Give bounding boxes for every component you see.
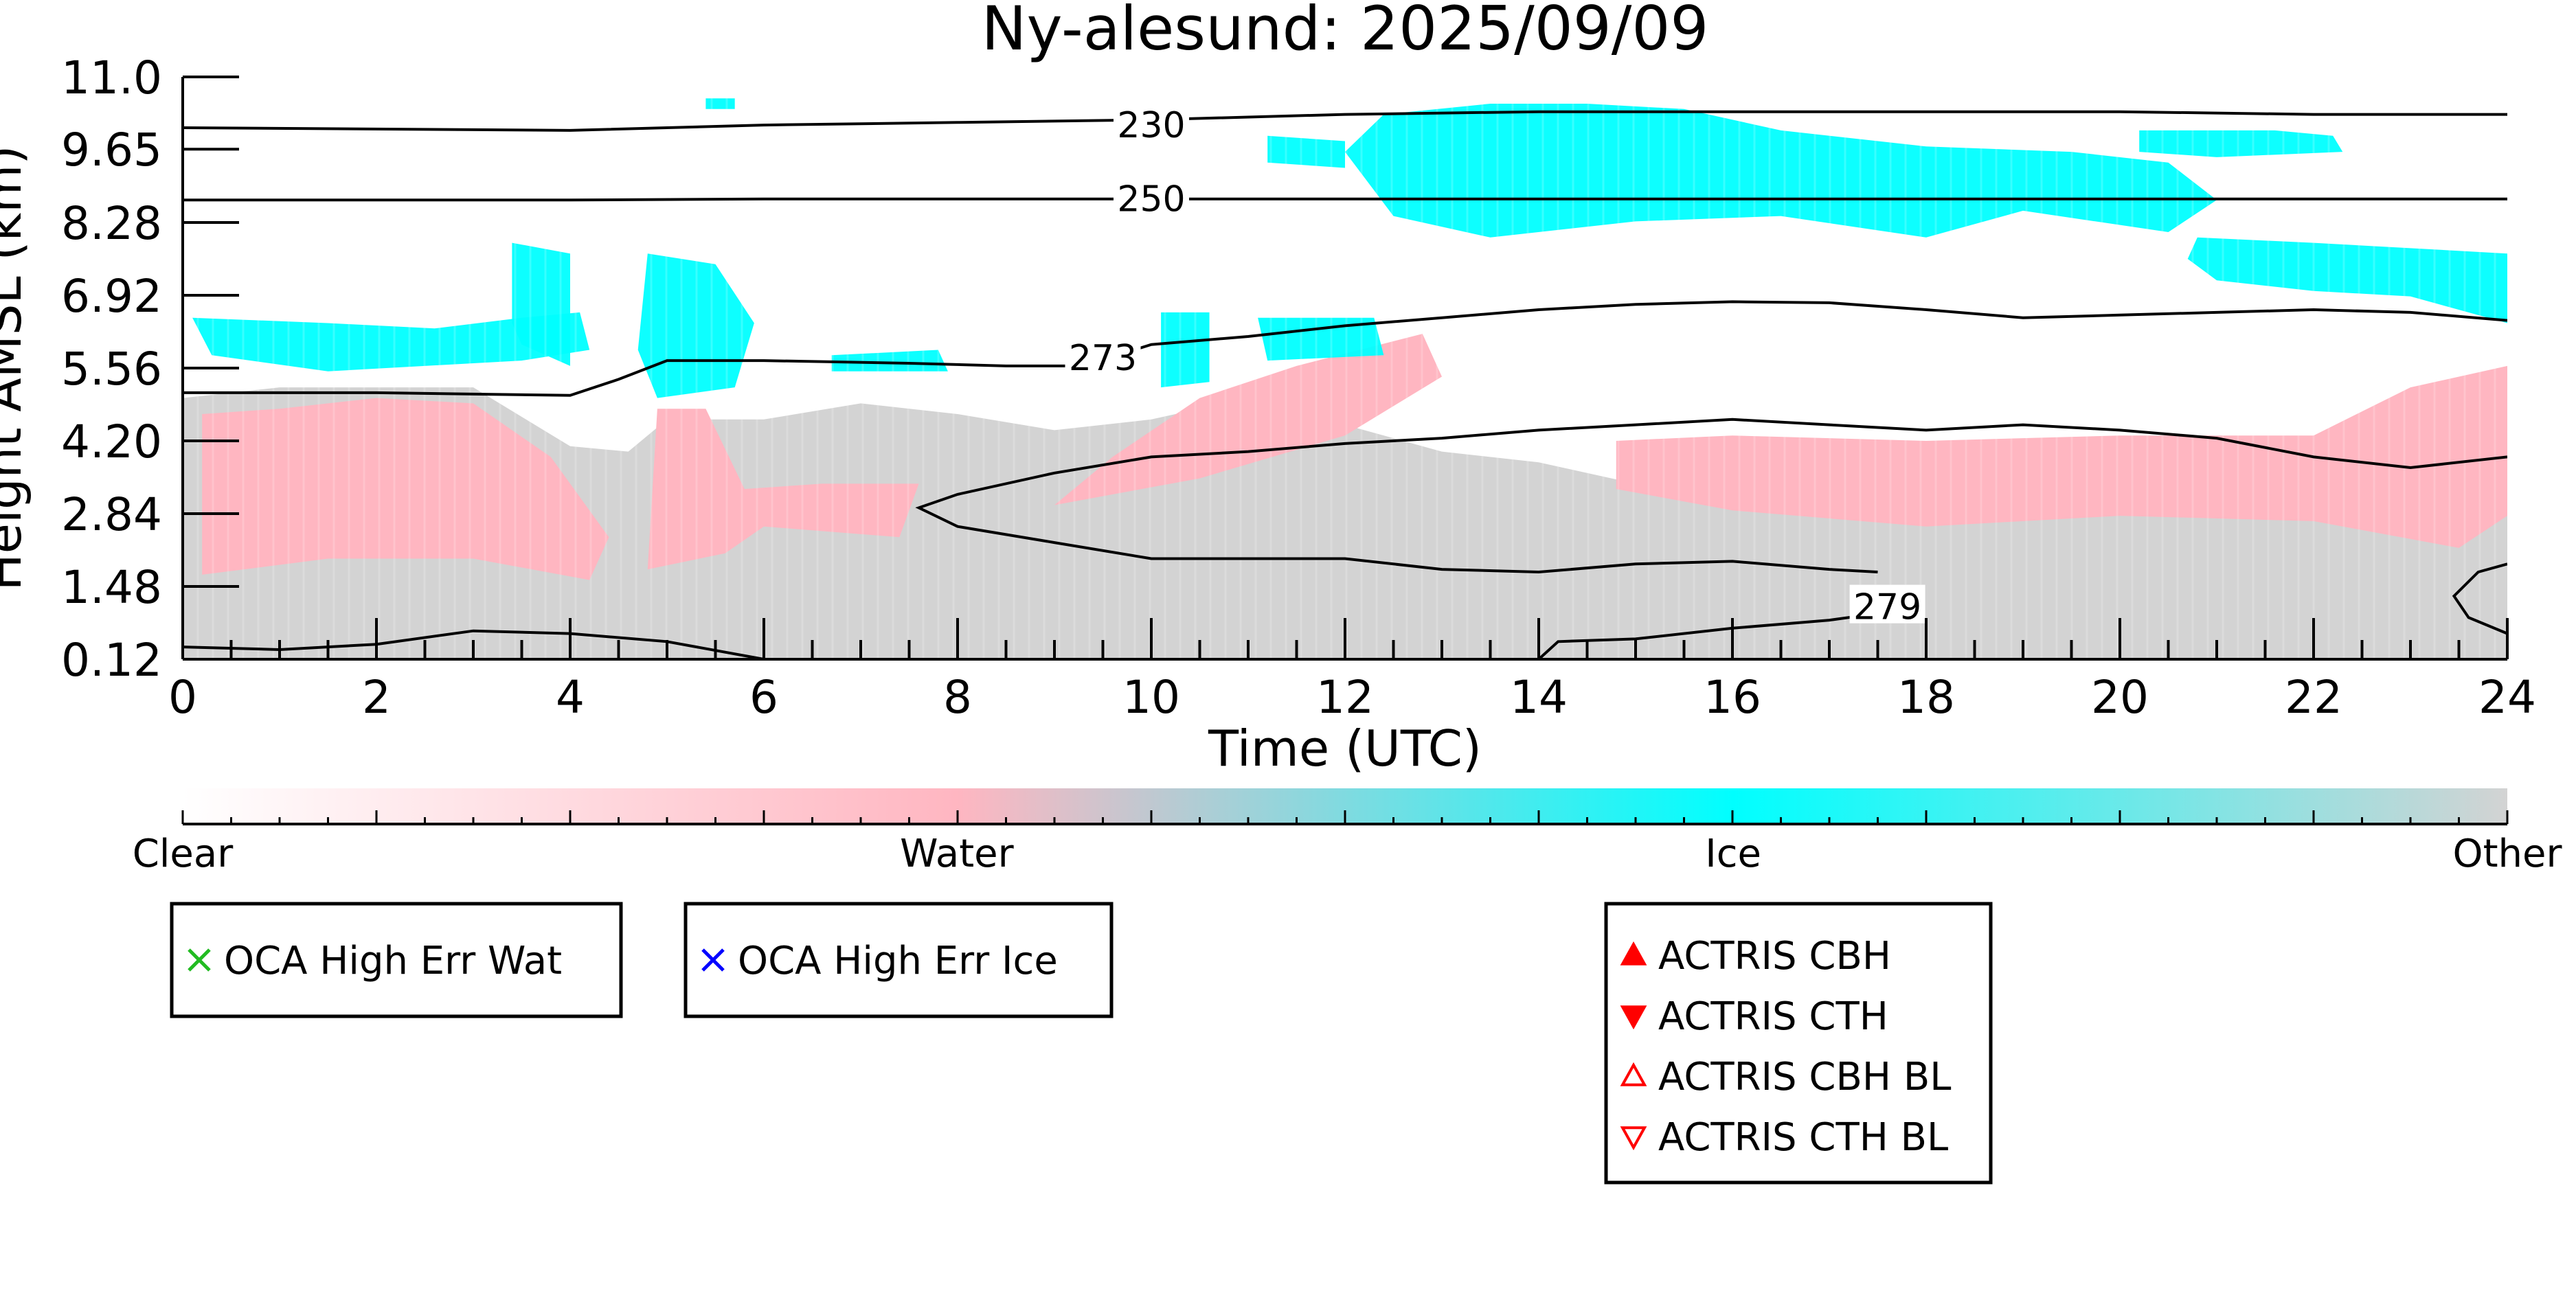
colorbar-label-ice: Ice: [1705, 832, 1761, 876]
legend-frame: [170, 902, 623, 1018]
y-tick-label: 4.20: [61, 415, 162, 468]
contour-label-bg: [1065, 336, 1141, 375]
legend-marker-triangle: [1620, 941, 1647, 966]
legend-marker-triangle: [1620, 1005, 1647, 1030]
ice-region-11: [1345, 104, 2217, 238]
colorbar-label-other: Other: [2452, 832, 2562, 876]
y-tick-label: 6.92: [61, 270, 162, 323]
legend-marker-x: [701, 948, 725, 972]
temperature-contours: [183, 110, 2507, 659]
x-tick-label: 4: [556, 671, 585, 724]
x-axis-label: Time (UTC): [1208, 720, 1482, 777]
ice-region-9: [1161, 312, 1210, 388]
legends: OCA High Err Wat OCA High Err Ice ACTRIS C…: [170, 902, 1993, 1185]
legend-marker-triangle: [1620, 1062, 1647, 1086]
x-tick-label: 24: [2478, 671, 2536, 724]
legend-label: ACTRIS CTH BL: [1658, 1115, 1948, 1160]
contour-line-250: [183, 197, 2507, 202]
ice-region-15: [705, 98, 735, 109]
x-tick-label: 2: [362, 671, 391, 724]
chart-title: Ny-alesund: 2025/09/09: [982, 0, 1709, 64]
contour-label-bg: [1114, 176, 1189, 216]
water-region-3: [1054, 334, 1442, 505]
colorbar: Clear Water Ice Other: [133, 788, 2562, 876]
colorbar-label-water: Water: [900, 832, 1015, 876]
contour-line-6: [2452, 562, 2507, 635]
ice-region-10: [1258, 317, 1384, 361]
ice-region-8: [831, 350, 948, 372]
legend-marker-triangle: [1620, 1126, 1647, 1151]
contour-line-273: [183, 300, 2507, 397]
y-tick-label: 0.12: [61, 634, 162, 687]
y-tick-label: 9.65: [61, 124, 162, 176]
x-tick-label: 6: [749, 671, 778, 724]
x-tick-label: 16: [1704, 671, 1761, 724]
water-region-1: [202, 398, 609, 580]
x-tick-label: 14: [1510, 671, 1568, 724]
x-tick-label: 0: [168, 671, 197, 724]
ice-region-5: [192, 312, 590, 372]
legend-label: OCA High Err Wat: [224, 939, 562, 983]
y-tick-label: 1.48: [61, 561, 162, 614]
contour-label-230: 230: [1117, 105, 1185, 146]
contour-line-3: [915, 418, 2507, 574]
y-axis-ticks: 0.12 1.48 2.84 4.20 5.56 6.92 8.28 9.65 11.0: [61, 52, 239, 687]
x-tick-label: 18: [1897, 671, 1955, 724]
legend-marker-x: [188, 948, 211, 972]
colorbar-ticks: Clear Water Ice Other: [133, 810, 2562, 876]
x-tick-label: 20: [2091, 671, 2149, 724]
profile-streaks: [183, 77, 2496, 659]
contour-line-230: [183, 110, 2507, 132]
legend-label: ACTRIS CBH: [1658, 934, 1891, 979]
legend-box-2: ACTRIS CBH ACTRIS CTH ACTRIS CBH BL ACTRIS …: [1604, 902, 1993, 1185]
water-region-4: [1616, 365, 2507, 548]
x-tick-label: 8: [943, 671, 972, 724]
contour-labels: 230 250 273 279: [1065, 103, 1925, 628]
y-tick-label: 5.56: [61, 343, 162, 396]
legend-box-0: OCA High Err Wat: [170, 902, 623, 1018]
contour-label-273: 273: [1069, 338, 1137, 379]
legend-frame: [1604, 902, 1993, 1185]
legend-label: ACTRIS CBH BL: [1658, 1055, 1951, 1099]
contour-label-279: 279: [1853, 587, 1921, 628]
legend-frame: [683, 902, 1114, 1018]
contour-line-279: [1537, 613, 1868, 659]
y-tick-label: 2.84: [61, 488, 162, 541]
cloud-phase-regions: [183, 77, 2507, 659]
colorbar-label-clear: Clear: [133, 832, 234, 876]
contour-label-bg: [1114, 103, 1189, 142]
contour-label-bg: [1849, 584, 1925, 624]
y-tick-label: 11.0: [61, 52, 162, 104]
other-region-0: [183, 376, 2507, 659]
x-tick-label: 12: [1316, 671, 1374, 724]
legend-box-1: OCA High Err Ice: [683, 902, 1114, 1018]
y-tick-label: 8.28: [61, 197, 162, 250]
x-axis-ticks: 0 2 4 6 8 10 12 14 16 18 20 22 24: [168, 618, 2536, 724]
x-tick-label: 10: [1122, 671, 1180, 724]
contour-label-250: 250: [1117, 179, 1185, 220]
legend-label: OCA High Err Ice: [738, 939, 1058, 983]
ice-region-6: [512, 242, 570, 366]
x-tick-label: 22: [2285, 671, 2342, 724]
y-axis-label: Height AMSL (km): [0, 146, 32, 591]
ice-region-12: [2139, 130, 2343, 157]
legend-label: ACTRIS CTH: [1658, 994, 1888, 1039]
ice-region-14: [1267, 135, 1345, 168]
plot-area: [183, 77, 2507, 659]
water-region-2: [647, 409, 919, 570]
ice-region-13: [2187, 237, 2507, 323]
